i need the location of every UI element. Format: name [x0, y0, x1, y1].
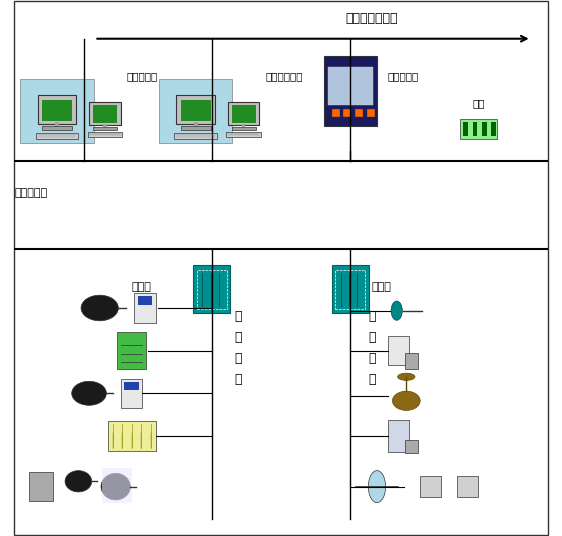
Bar — [108, 421, 156, 451]
Text: 现
场
总
线: 现 场 总 线 — [368, 310, 375, 386]
Ellipse shape — [101, 473, 130, 500]
Bar — [89, 102, 121, 125]
Text: 工程师工作站: 工程师工作站 — [265, 71, 302, 81]
Bar — [332, 109, 339, 117]
Bar — [42, 126, 72, 130]
Text: 控制器: 控制器 — [132, 281, 152, 292]
Bar — [181, 126, 211, 130]
Ellipse shape — [398, 373, 415, 381]
Bar — [328, 66, 373, 105]
Bar — [388, 420, 409, 452]
Bar — [88, 132, 123, 137]
Bar — [332, 265, 369, 314]
Bar — [482, 122, 487, 137]
Bar — [121, 378, 142, 408]
Bar — [324, 56, 377, 125]
Bar — [181, 100, 211, 121]
Bar — [124, 382, 139, 390]
Bar — [232, 106, 256, 123]
Bar — [228, 102, 259, 125]
Bar — [93, 106, 117, 123]
Bar — [55, 122, 59, 126]
Bar — [36, 132, 78, 139]
Bar — [232, 127, 256, 130]
Bar — [491, 122, 496, 137]
Bar — [463, 122, 468, 137]
Bar — [134, 293, 156, 323]
Bar — [343, 109, 351, 117]
Text: 车间级监控: 车间级监控 — [15, 188, 48, 198]
Bar — [355, 109, 363, 117]
Bar — [367, 109, 375, 117]
Bar — [93, 127, 117, 130]
Ellipse shape — [81, 295, 119, 321]
Bar — [103, 124, 107, 127]
Text: 现
场
总
线: 现 场 总 线 — [234, 310, 242, 386]
Bar — [174, 132, 217, 139]
Bar — [405, 353, 418, 369]
Bar — [460, 119, 497, 139]
Ellipse shape — [392, 391, 420, 411]
Text: 网桥: 网桥 — [472, 98, 484, 108]
Ellipse shape — [72, 381, 106, 405]
Bar — [242, 124, 246, 127]
Bar — [138, 296, 152, 305]
Text: 去工厂级骨干网: 去工厂级骨干网 — [346, 12, 398, 25]
Bar — [336, 270, 365, 309]
Text: 操作员监控: 操作员监控 — [126, 71, 157, 81]
Bar — [420, 476, 441, 497]
Bar — [38, 95, 76, 124]
Bar — [117, 332, 146, 369]
Bar — [29, 472, 53, 501]
Bar — [405, 440, 418, 453]
Ellipse shape — [65, 471, 92, 492]
Bar — [176, 95, 215, 124]
Ellipse shape — [368, 471, 386, 503]
Bar — [473, 122, 477, 137]
Bar — [193, 122, 198, 126]
Bar — [193, 265, 230, 314]
Bar — [102, 468, 132, 503]
Bar — [388, 336, 409, 366]
Bar — [42, 100, 72, 121]
FancyBboxPatch shape — [20, 79, 94, 143]
Bar — [457, 476, 478, 497]
FancyBboxPatch shape — [159, 79, 233, 143]
Text: 操作员接口: 操作员接口 — [388, 71, 419, 81]
Bar — [197, 270, 226, 309]
Text: 控制器: 控制器 — [371, 281, 392, 292]
Bar — [226, 132, 261, 137]
Ellipse shape — [391, 301, 402, 320]
